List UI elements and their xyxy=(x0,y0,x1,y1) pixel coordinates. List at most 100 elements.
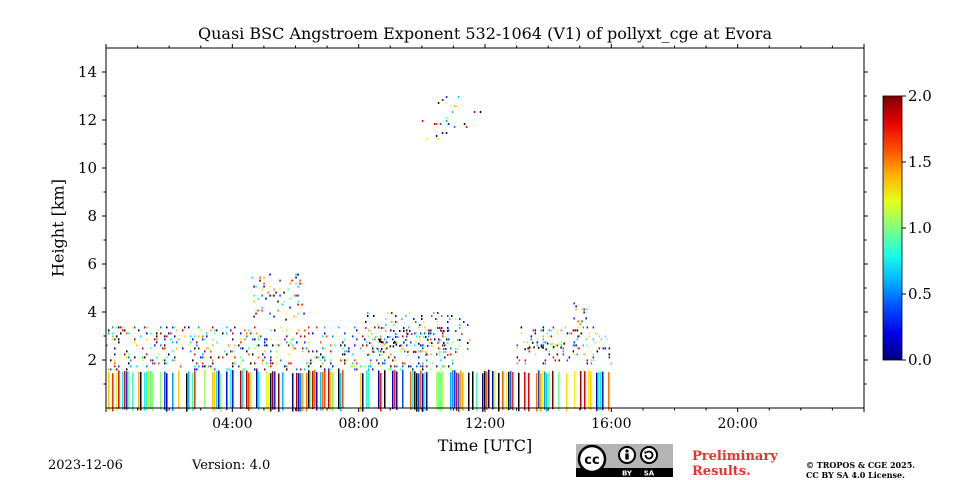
colorbar: 0.0 0.5 1.0 1.5 2.0 xyxy=(882,87,932,369)
data-cell xyxy=(385,342,387,344)
data-cell xyxy=(577,347,579,350)
data-cell xyxy=(261,294,263,297)
data-cell xyxy=(437,321,439,323)
data-cell xyxy=(368,329,370,332)
data-cell xyxy=(445,132,448,134)
y-tick-label: 14 xyxy=(78,63,97,81)
data-column xyxy=(220,373,222,412)
data-column xyxy=(166,373,168,412)
data-cell xyxy=(126,368,128,371)
data-cell xyxy=(342,341,344,344)
data-cell xyxy=(430,329,432,332)
data-cell xyxy=(442,332,444,335)
data-cell xyxy=(232,362,234,365)
data-cell xyxy=(248,347,250,350)
data-cell xyxy=(234,326,236,329)
data-cell xyxy=(212,344,214,347)
data-cell xyxy=(270,359,272,362)
data-column xyxy=(302,373,304,412)
data-cell xyxy=(592,338,595,341)
data-cell xyxy=(548,335,551,338)
data-cell xyxy=(564,341,567,344)
data-cell xyxy=(297,300,299,303)
data-cell xyxy=(222,332,224,335)
data-cell xyxy=(289,306,291,309)
data-column xyxy=(250,371,252,411)
data-cell xyxy=(279,288,281,291)
data-column xyxy=(124,371,126,410)
data-cell xyxy=(320,341,322,344)
data-cell xyxy=(385,324,387,326)
data-cell xyxy=(579,323,581,326)
data-cell xyxy=(463,321,465,323)
data-column xyxy=(306,372,308,412)
data-column xyxy=(528,373,530,412)
data-cell xyxy=(405,339,407,341)
data-cell xyxy=(299,306,301,309)
data-column xyxy=(332,372,334,411)
data-cell xyxy=(259,279,261,282)
data-cell xyxy=(450,353,452,356)
data-cell xyxy=(431,315,433,317)
data-cell xyxy=(395,342,397,344)
data-column xyxy=(454,370,456,409)
data-cell xyxy=(379,339,381,341)
data-cell xyxy=(182,329,184,332)
data-cell xyxy=(240,347,242,350)
data-cell xyxy=(308,332,310,335)
data-cell xyxy=(362,350,364,353)
data-cell xyxy=(461,333,463,335)
data-cell xyxy=(238,344,240,347)
data-cell xyxy=(403,348,405,350)
data-cell xyxy=(192,359,194,362)
data-cell xyxy=(371,345,373,347)
data-cell xyxy=(463,123,466,125)
data-cell xyxy=(120,332,122,335)
data-cell xyxy=(301,303,303,306)
data-cell xyxy=(262,362,264,365)
data-column xyxy=(232,370,234,409)
data-cell xyxy=(403,341,405,344)
data-cell xyxy=(253,294,255,297)
data-column xyxy=(204,369,206,408)
data-cell xyxy=(128,353,130,356)
data-cell xyxy=(424,332,426,335)
data-cell xyxy=(600,338,603,341)
data-cell xyxy=(128,356,130,359)
data-cell xyxy=(330,350,332,353)
data-cell xyxy=(281,303,283,306)
data-column xyxy=(282,372,284,411)
y-axis-label: Height [km] xyxy=(48,179,68,277)
data-cell xyxy=(542,338,545,341)
data-cell xyxy=(174,356,176,359)
data-cell xyxy=(234,356,236,359)
data-cell xyxy=(228,344,230,347)
data-cell xyxy=(407,354,409,356)
data-cell xyxy=(304,341,306,344)
data-column xyxy=(542,370,544,410)
data-column xyxy=(368,369,370,409)
data-cell xyxy=(433,123,436,125)
data-column xyxy=(362,373,364,412)
data-cell xyxy=(276,362,278,365)
data-cell xyxy=(238,365,240,368)
data-cell xyxy=(324,332,326,335)
data-cell xyxy=(287,288,289,291)
data-column xyxy=(458,373,460,412)
data-cell xyxy=(572,344,575,347)
data-cell xyxy=(375,336,377,338)
data-cell xyxy=(577,335,579,338)
data-cell xyxy=(128,362,130,365)
data-cell xyxy=(258,338,260,341)
data-cell xyxy=(188,326,190,329)
data-column xyxy=(442,371,444,410)
data-column xyxy=(588,370,590,409)
data-cell xyxy=(527,347,529,350)
data-cell xyxy=(422,365,424,368)
data-column xyxy=(292,373,294,412)
data-cell xyxy=(401,348,403,350)
copyright-notice: © TROPOS & CGE 2025. CC BY SA 4.0 Licens… xyxy=(806,460,915,480)
data-cell xyxy=(136,365,138,368)
data-cell xyxy=(204,338,206,341)
data-cell xyxy=(296,368,298,371)
